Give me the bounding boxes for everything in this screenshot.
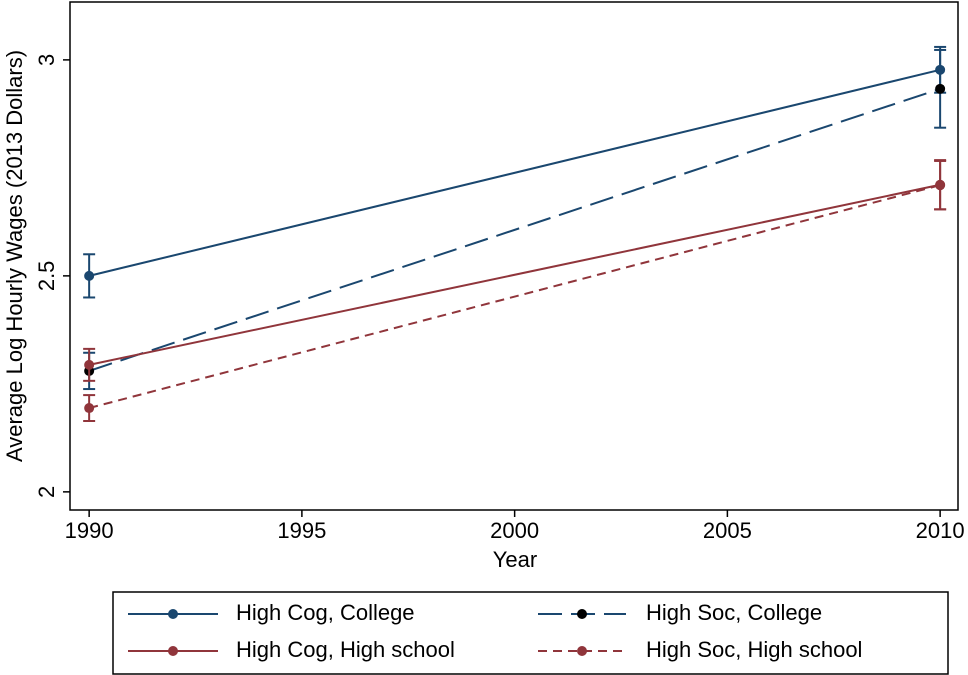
point: [84, 403, 95, 414]
series-line: [88, 184, 941, 410]
point: [935, 83, 946, 94]
plot-frame: [69, 1, 959, 511]
legend-label: High Cog, High school: [236, 637, 455, 662]
point: [84, 270, 95, 281]
legend-frame: [112, 591, 949, 675]
legend-marker: [577, 646, 587, 656]
x-axis-label: Year: [493, 547, 537, 572]
legend-label: High Cog, College: [236, 600, 415, 625]
x-tick-label: 1990: [65, 518, 114, 543]
series-line: [88, 68, 941, 277]
y-tick-label: 3: [34, 54, 59, 66]
y-axis-label: Average Log Hourly Wages (2013 Dollars): [2, 50, 27, 462]
series-line: [88, 183, 941, 366]
point: [84, 359, 95, 370]
y-tick-label: 2.5: [34, 261, 59, 292]
legend-label: High Soc, High school: [646, 637, 862, 662]
y-tick-label: 2: [34, 486, 59, 498]
legend-label: High Soc, College: [646, 600, 822, 625]
x-tick-label: 1995: [277, 518, 326, 543]
x-tick-label: 2000: [490, 518, 539, 543]
x-tick-label: 2005: [703, 518, 752, 543]
legend-marker: [577, 609, 587, 619]
series-line: [88, 87, 941, 372]
legend-marker: [168, 609, 178, 619]
point: [935, 180, 946, 191]
x-tick-label: 2010: [916, 518, 965, 543]
legend-marker: [168, 646, 178, 656]
